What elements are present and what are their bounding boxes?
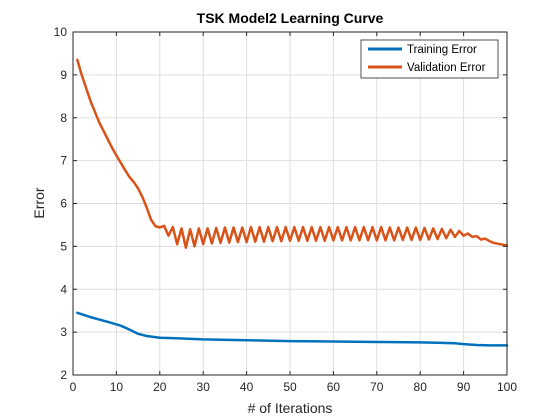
legend-box [360,39,499,79]
chart-title: TSK Model2 Learning Curve [197,10,384,26]
x-tick-label: 80 [414,380,428,394]
x-axis-label: # of Iterations [248,400,333,416]
series-layer [76,58,509,347]
x-tick-label: 50 [283,380,297,394]
legend-label-validation: Validation Error [407,62,486,74]
x-tick-label: 20 [153,380,167,394]
x-tick-label: 60 [327,380,341,394]
y-tick-label: 8 [60,111,67,125]
training-error-line [76,311,509,347]
legend: Training Error Validation Error [360,39,499,79]
y-tick-label: 10 [54,25,68,39]
axis-ticks: 0 10 20 30 40 50 60 70 80 90 100 2 3 4 5 6 7 8 9 10 [54,25,518,394]
y-tick-label: 6 [60,197,67,211]
y-tick-label: 9 [60,68,67,82]
y-tick-label: 2 [60,368,67,382]
x-tick-label: 90 [457,380,471,394]
x-tick-label: 0 [70,380,77,394]
y-tick-label: 5 [60,239,67,253]
x-tick-label: 30 [197,380,211,394]
y-tick-label: 7 [60,154,67,168]
x-tick-label: 40 [240,380,254,394]
validation-error-line [76,58,509,249]
x-tick-label: 10 [110,380,124,394]
legend-label-training: Training Error [407,44,477,56]
y-axis-label: Error [31,187,47,218]
y-tick-label: 4 [60,282,67,296]
y-tick-label: 3 [60,325,67,339]
x-tick-label: 70 [370,380,384,394]
x-tick-label: 100 [497,380,517,394]
